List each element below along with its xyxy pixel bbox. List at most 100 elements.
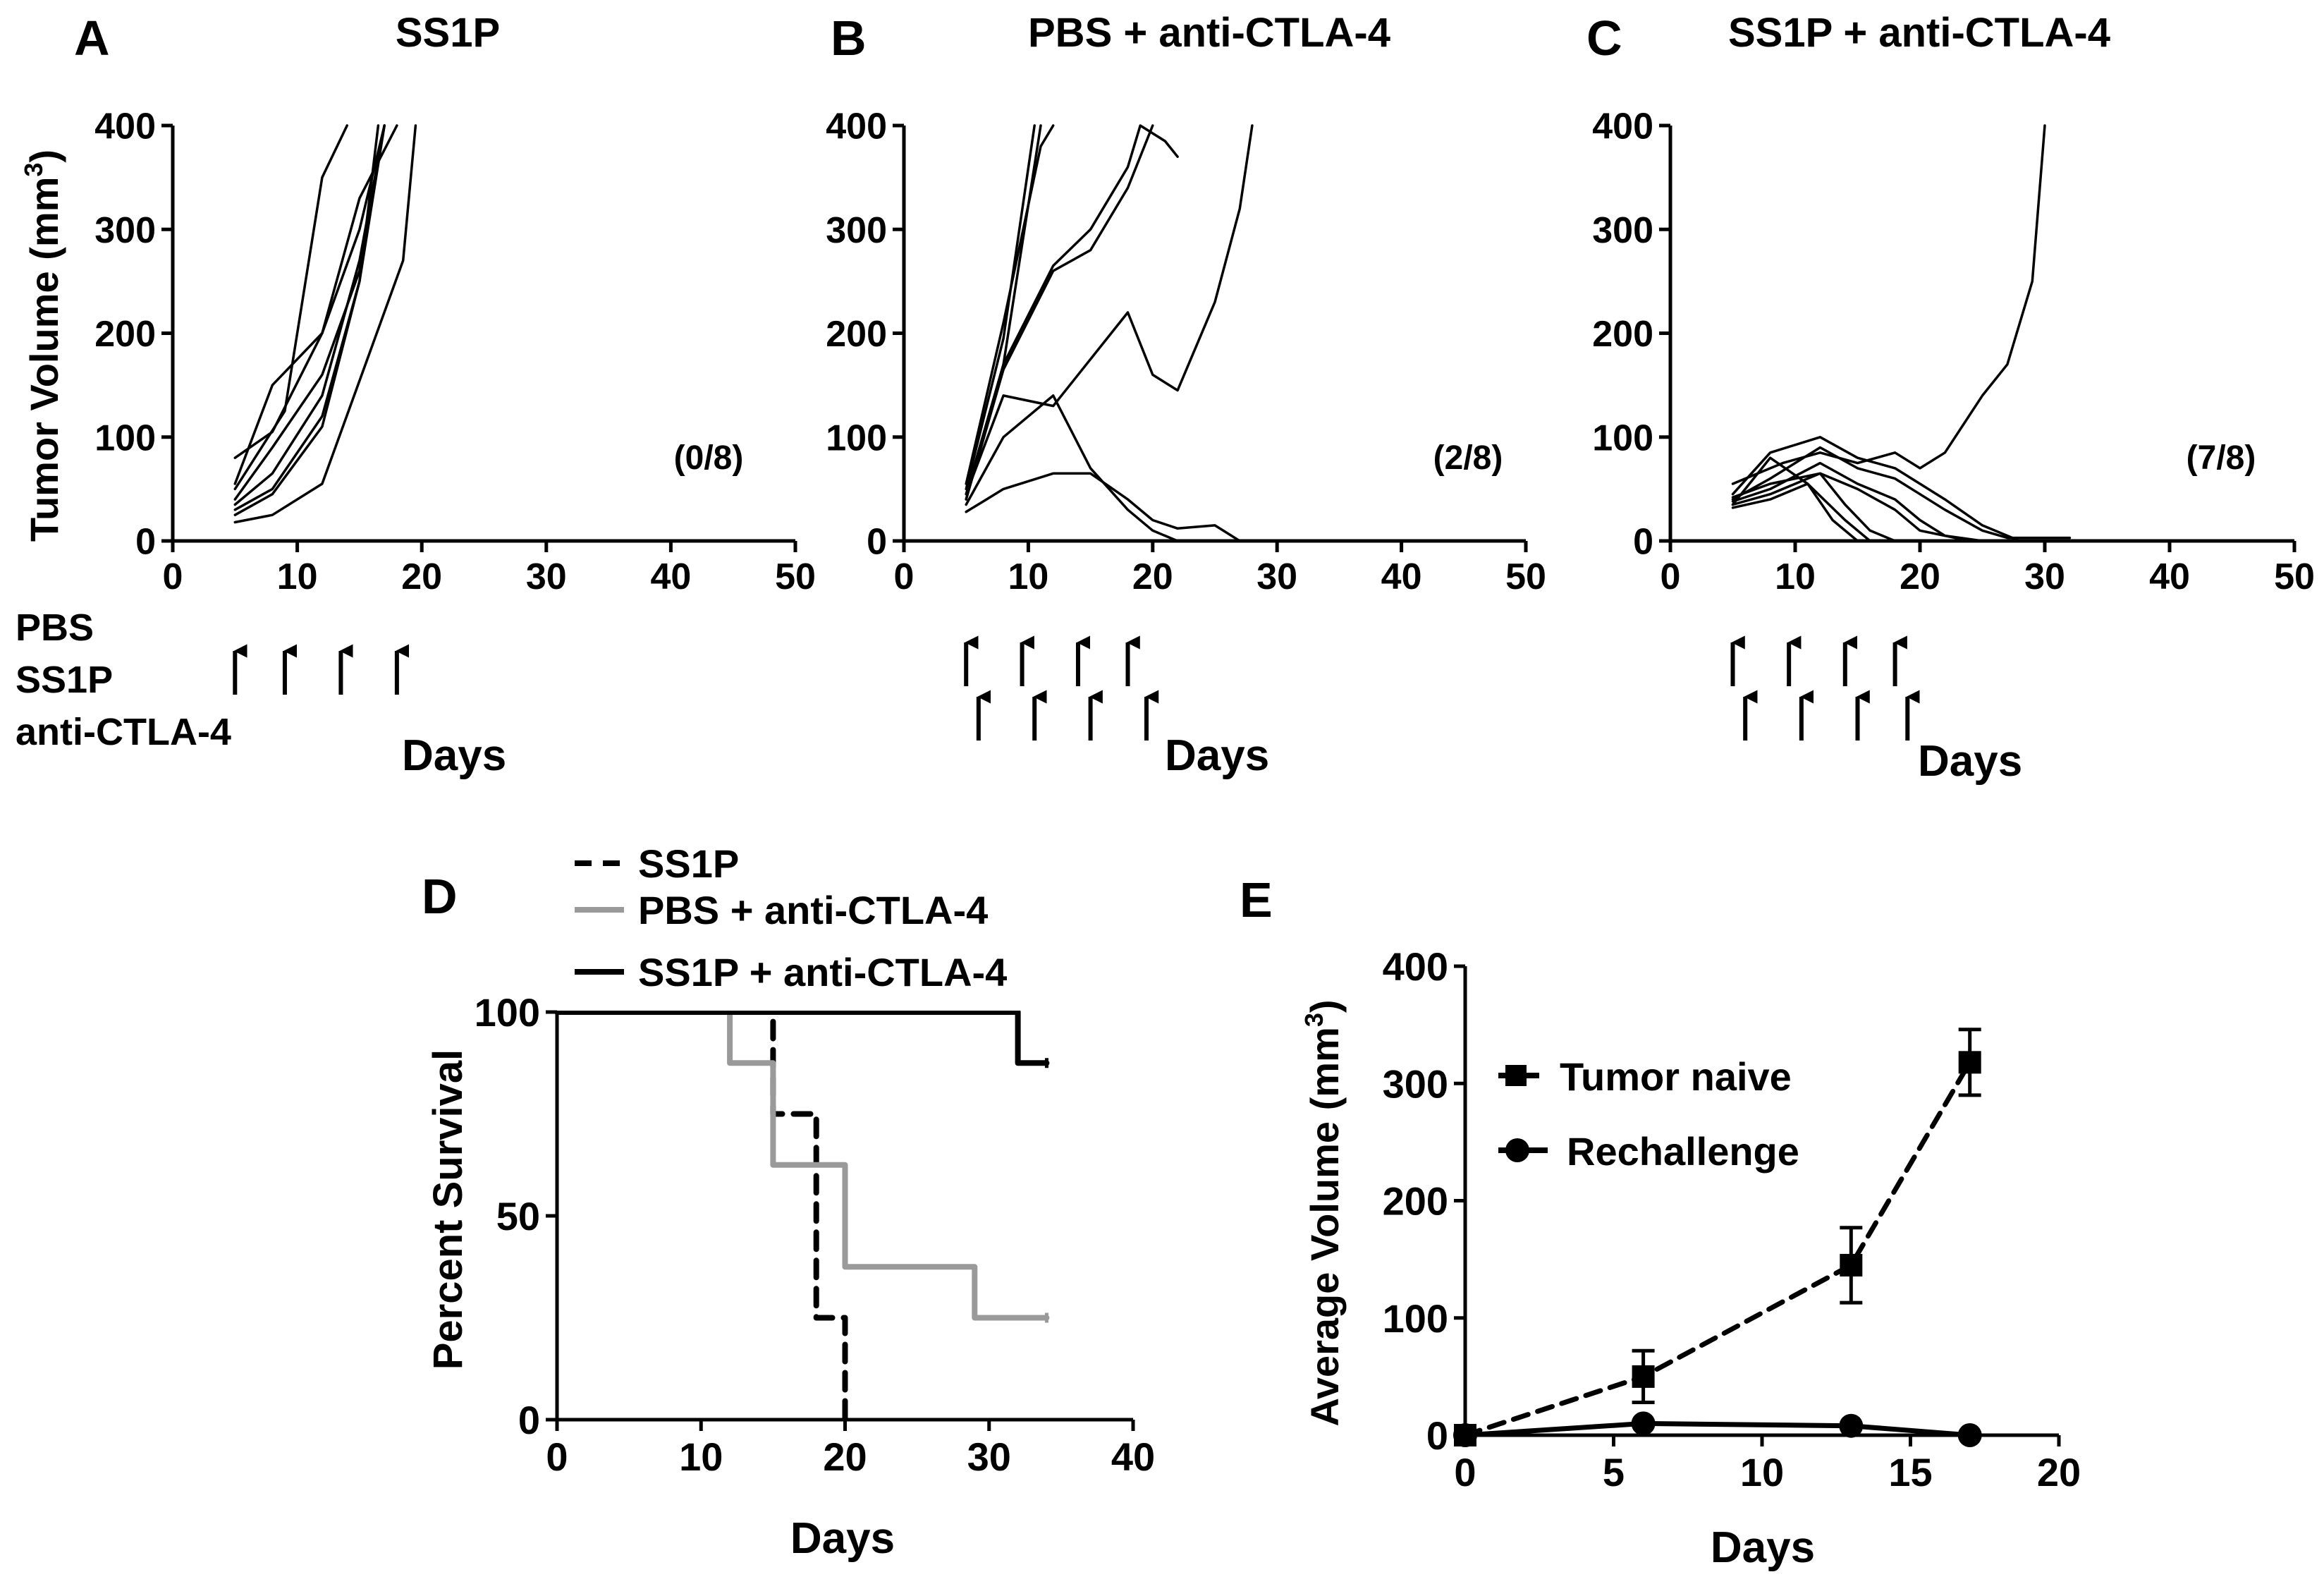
panel-c-plot: 0 10 20 30 40 50 0 100 200 300 400 [1592,106,2315,741]
panel-a-series-line [233,124,386,485]
panel-a-plot: 0 10 20 30 40 50 0 100 200 300 400 [94,106,816,695]
panel-e-circle-marker [1957,1423,1982,1447]
legend-ss1p-ctla4-label: SS1P + anti-CTLA-4 [638,950,1007,994]
panel-b: B PBS + anti-CTLA-4 0 10 20 30 40 50 0 100 200 30… [826,10,1546,780]
legend-tumor-naive-label: Tumor naive [1560,1054,1792,1099]
panel-e-x-tick-label: 20 [2037,1450,2081,1494]
panel-a-y-axis-label-close: ) [22,150,66,163]
panel-a-y-axis-label-sup: 3 [19,163,48,177]
panel-c-series-line [1731,436,2022,542]
panel-b-title: PBS + anti-CTLA-4 [1028,10,1390,56]
panel-c-title: SS1P + anti-CTLA-4 [1728,10,2110,56]
panel-a-y-tick-label: 0 [135,522,156,563]
panel-c: C SS1P + anti-CTLA-4 0 10 20 30 40 50 0 100 200 3… [1586,10,2315,786]
panel-d-x-tick-label: 40 [1111,1434,1155,1479]
panel-e-y-tick-label: 300 [1383,1061,1448,1106]
panel-d-letter: D [422,869,458,924]
panel-e-y-axis-label: Average Volume (mm3) [1299,999,1347,1426]
panel-a-series-group [233,124,417,524]
panel-a-y-tick-label: 200 [94,314,156,355]
panel-e-series-group [1462,1059,1973,1438]
panel-b-series-line [965,124,1179,501]
panel-d-series-line [554,1011,1050,1321]
panel-e-x-tick-label: 0 [1454,1450,1476,1494]
panel-a-letter: A [74,11,110,66]
panel-b-x-tick-label: 30 [1256,556,1297,597]
panel-a-fraction: (0/8) [674,439,744,477]
panel-c-x-tick-label: 50 [2274,556,2315,597]
panel-a-x-tick-label: 0 [163,556,183,597]
panel-b-y-tick-label: 400 [826,106,887,147]
panel-a-x-tick-label: 50 [775,556,816,597]
panel-d: D Percent Survival 0 10 20 30 40 0 50 100 SS1P … [422,841,1155,1563]
panel-e-x-axis-label: Days [1711,1523,1815,1572]
panel-e-y-axis-label-close: ) [1302,999,1347,1013]
panel-c-y-tick-label: 400 [1592,106,1653,147]
panel-d-plot: 0 10 20 30 40 0 50 100 [475,990,1156,1479]
panel-e-y-axis-label-main: Average Volume (mm [1302,1027,1347,1426]
panel-d-y-tick-label: 0 [518,1398,540,1442]
panel-b-series-line [965,124,1154,501]
panel-c-x-axis-label: Days [1918,737,2022,786]
panel-b-x-tick-label: 10 [1008,556,1048,597]
panel-a-treatment-label-pbs: PBS [16,607,94,649]
panel-c-series-line [1731,456,1859,542]
panel-a-x-tick-label: 10 [277,556,318,597]
panel-e-y-tick-label: 100 [1383,1296,1448,1341]
panel-d-x-tick-label: 20 [823,1434,867,1479]
panel-b-y-tick-label: 100 [826,418,887,458]
panel-c-series-line [1731,446,2072,540]
panel-e-square-marker [1840,1253,1863,1277]
panel-d-x-tick-label: 0 [546,1434,568,1479]
panel-a-series-line [233,124,386,506]
panel-e-y-axis-label-sup: 3 [1299,1013,1328,1027]
panel-a-title: SS1P [396,10,500,56]
panel-a-series-line [233,124,386,516]
panel-b-x-axis-label: Days [1165,731,1269,780]
panel-b-x-tick-label: 20 [1132,556,1173,597]
legend-ss1p-label: SS1P [638,841,739,886]
panel-b-y-tick-label: 300 [826,210,887,251]
panel-e-x-tick-label: 5 [1603,1450,1625,1494]
panel-b-y-tick-label: 0 [867,522,887,563]
panel-c-x-tick-label: 30 [2024,556,2065,597]
panel-c-letter: C [1586,11,1622,66]
legend-rechallenge-marker [1505,1138,1529,1162]
panel-a-series-line [233,124,380,511]
legend-tumor-naive-marker [1505,1065,1527,1086]
panel-e-letter: E [1240,872,1273,927]
panel-d-y-tick-label: 50 [496,1194,540,1238]
panel-a-x-tick-label: 40 [650,556,691,597]
panel-b-x-tick-label: 0 [894,556,915,597]
panel-c-y-tick-label: 200 [1592,314,1653,355]
panel-e-x-tick-label: 15 [1888,1450,1932,1494]
panel-a-y-tick-label: 300 [94,210,156,251]
panel-c-y-tick-label: 100 [1592,418,1653,458]
panel-b-series-line [965,472,1304,542]
panel-d-legend: SS1P PBS + anti-CTLA-4 SS1P + anti-CTLA-… [575,841,1007,994]
panel-a-x-tick-label: 20 [401,556,442,597]
panel-a-x-axis-label: Days [402,731,506,780]
panel-c-series-line [1731,124,2046,485]
panel-b-x-tick-label: 50 [1505,556,1546,597]
panel-c-series-line [1731,472,1897,542]
panel-e-x-tick-label: 10 [1740,1450,1784,1494]
panel-d-series-group [554,1011,1050,1422]
panel-a: A SS1P Tumor Volume (mm3) 0 10 20 30 40 50 0 10… [16,10,816,780]
panel-a-treatment-label-ss1p: SS1P [16,659,113,701]
panel-e-y-tick-label: 200 [1383,1179,1448,1224]
panel-b-fraction: (2/8) [1433,439,1503,477]
panel-a-x-tick-label: 30 [526,556,567,597]
panel-c-series-group [1731,124,2072,542]
panel-e-square-marker [1958,1051,1981,1074]
panel-c-fraction: (7/8) [2187,439,2256,477]
panel-e-circle-marker [1453,1423,1477,1447]
panel-b-plot: 0 10 20 30 40 50 0 100 200 300 400 [826,106,1546,741]
panel-a-y-axis-label-main: Tumor Volume (mm [22,177,66,542]
panel-a-y-axis-label: Tumor Volume (mm3) [19,150,66,542]
panel-e-y-tick-label: 400 [1383,944,1448,989]
legend-rechallenge-label: Rechallenge [1567,1129,1799,1174]
panel-b-letter: B [831,11,867,66]
